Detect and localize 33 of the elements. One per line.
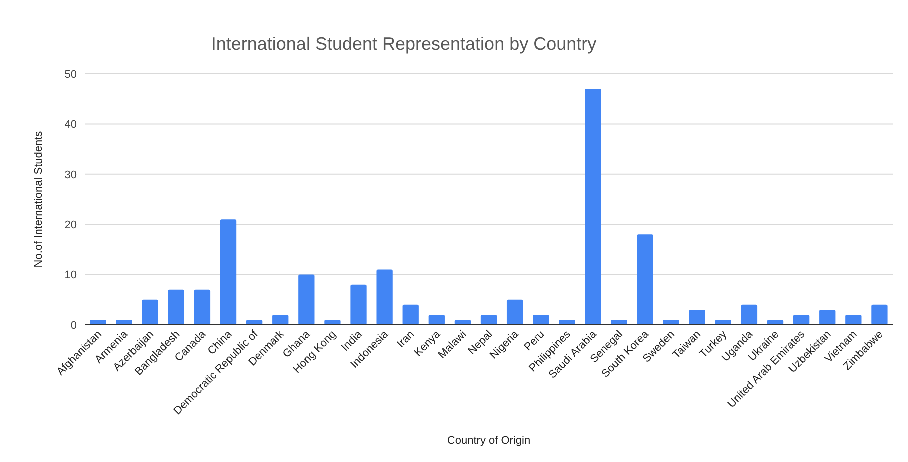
bar xyxy=(350,284,367,325)
bar xyxy=(872,304,888,325)
chart-title: International Student Representation by Country xyxy=(211,34,597,54)
bar xyxy=(533,314,550,325)
bar xyxy=(428,314,445,325)
bar xyxy=(376,270,393,325)
bar xyxy=(689,310,706,325)
bar xyxy=(506,300,524,325)
bar xyxy=(298,274,315,325)
bar xyxy=(741,304,758,325)
y-tick-label: 10 xyxy=(64,270,77,282)
bar xyxy=(637,234,654,325)
bar xyxy=(611,320,628,325)
y-tick-label: 40 xyxy=(64,119,77,132)
bar xyxy=(794,314,810,325)
bar xyxy=(480,314,498,325)
y-tick-label: 0 xyxy=(70,320,77,332)
x-axis-title: Country of Origin xyxy=(447,435,531,447)
x-tick-label: Iran xyxy=(395,328,417,351)
bar xyxy=(846,314,862,325)
bar xyxy=(194,290,211,325)
y-tick-label: 50 xyxy=(64,68,77,81)
bar xyxy=(90,320,106,325)
bar xyxy=(142,300,158,325)
bar xyxy=(585,89,602,325)
bar xyxy=(168,290,185,325)
y-tick-label: 20 xyxy=(64,219,77,232)
bar xyxy=(220,220,237,325)
bar xyxy=(272,314,289,325)
bar xyxy=(820,310,836,325)
bar xyxy=(402,304,419,325)
y-tick-label: 30 xyxy=(64,169,77,182)
y-axis-title: No.of International Students xyxy=(33,130,45,268)
